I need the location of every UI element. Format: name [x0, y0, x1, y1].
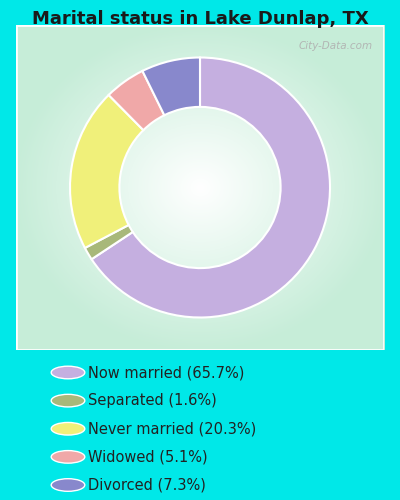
Circle shape: [51, 366, 85, 379]
Text: Marital status in Lake Dunlap, TX: Marital status in Lake Dunlap, TX: [32, 10, 368, 28]
Circle shape: [51, 478, 85, 492]
Text: Separated (1.6%): Separated (1.6%): [88, 393, 217, 408]
Text: Divorced (7.3%): Divorced (7.3%): [88, 478, 206, 492]
Wedge shape: [142, 58, 200, 115]
Text: City-Data.com: City-Data.com: [299, 42, 373, 51]
Circle shape: [51, 422, 85, 435]
Wedge shape: [109, 71, 164, 130]
Circle shape: [51, 450, 85, 463]
Wedge shape: [70, 95, 143, 248]
Wedge shape: [85, 225, 133, 259]
Text: Never married (20.3%): Never married (20.3%): [88, 421, 256, 436]
Circle shape: [51, 394, 85, 407]
Wedge shape: [92, 58, 330, 318]
Text: Widowed (5.1%): Widowed (5.1%): [88, 450, 208, 464]
Text: Now married (65.7%): Now married (65.7%): [88, 365, 244, 380]
